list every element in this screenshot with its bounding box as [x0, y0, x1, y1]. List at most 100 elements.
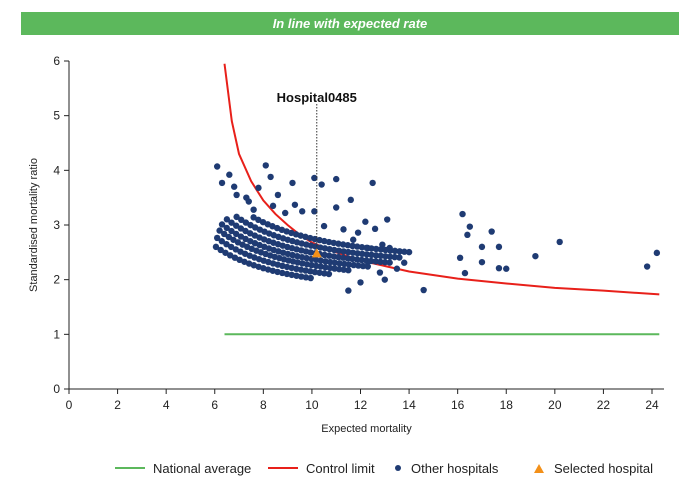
hospital-point — [384, 216, 391, 223]
hospital-point — [330, 239, 337, 247]
y-axis-label: Standardised mortality ratio — [28, 158, 40, 292]
hospital-point — [341, 260, 348, 268]
hospital-point — [362, 218, 369, 225]
hospital-point — [350, 261, 357, 269]
hospital-point — [283, 270, 291, 278]
hospital-point — [354, 250, 361, 257]
legend-label-control: Control limit — [306, 460, 375, 476]
hospital-point — [354, 229, 362, 236]
legend-label-national: National average — [153, 460, 252, 476]
hospital-point — [222, 249, 229, 256]
y-tick-label: 1 — [53, 327, 60, 341]
hospital-point — [321, 270, 328, 277]
hospital-point — [364, 263, 371, 270]
hospital-point — [322, 258, 329, 265]
y-tick-label: 4 — [53, 163, 60, 177]
hospital-point — [353, 256, 361, 263]
hospital-point — [232, 230, 240, 238]
hospital-point — [213, 234, 221, 242]
hospital-point — [340, 226, 347, 233]
legend-label-other: Other hospitals — [411, 460, 499, 476]
hospital-point — [318, 181, 325, 188]
hospital-point — [339, 241, 347, 248]
hospital-point — [349, 249, 357, 256]
hospital-point — [345, 248, 352, 256]
x-tick-label: 4 — [163, 398, 170, 412]
hospital-point — [478, 243, 486, 251]
hospital-point — [233, 213, 240, 221]
hospital-point — [363, 251, 371, 258]
hospital-point — [345, 267, 352, 274]
hospital-point — [405, 248, 413, 256]
hospital-point — [291, 201, 299, 208]
hospital-point — [218, 179, 226, 187]
hospital-point — [250, 206, 257, 213]
hospital-point — [274, 191, 282, 199]
hospital-point — [262, 162, 269, 169]
hospital-point — [381, 259, 389, 266]
hospital-point — [643, 263, 651, 270]
y-tick-label: 5 — [53, 109, 60, 123]
hospital-point — [401, 259, 408, 266]
x-tick-label: 16 — [451, 398, 465, 412]
legend-item-national[interactable]: National average — [115, 456, 251, 480]
hospital-point — [456, 254, 464, 261]
hospital-point — [335, 240, 342, 247]
hospital-point — [347, 196, 354, 204]
hospital-point — [363, 257, 370, 264]
hospital-point — [387, 247, 394, 254]
hospital-point — [354, 243, 361, 250]
hospital-point — [331, 259, 339, 266]
hospital-point — [311, 208, 318, 215]
x-tick-label: 20 — [548, 398, 562, 412]
hospital-point — [376, 269, 384, 276]
hospital-point — [344, 242, 352, 249]
hospital-point — [495, 243, 503, 251]
hospital-point — [368, 245, 375, 252]
hospital-point — [359, 262, 367, 270]
status-banner: In line with expected rate — [21, 12, 679, 35]
hospital-point — [488, 228, 495, 235]
hospital-point — [232, 222, 240, 229]
hospital-point — [269, 202, 277, 210]
hospital-point — [218, 238, 226, 245]
hospital-point — [503, 265, 510, 272]
y-tick-label: 0 — [53, 382, 60, 396]
hospital-point — [357, 279, 364, 286]
hospital-point — [401, 248, 408, 255]
hospital-point — [464, 231, 471, 239]
hospital-point — [372, 245, 380, 253]
hospital-point — [372, 252, 380, 259]
hospital-point — [478, 258, 486, 266]
hospital-point — [333, 204, 340, 211]
hospital-point — [420, 286, 427, 294]
hospital-point — [325, 270, 333, 278]
hospital-point — [371, 225, 379, 233]
hospital-point — [391, 247, 399, 255]
annotation-label: Hospital0485 — [277, 90, 357, 105]
x-tick-label: 0 — [66, 398, 73, 412]
hospital-point — [367, 257, 375, 265]
legend-item-control[interactable]: Control limit — [268, 456, 375, 480]
legend: National average Control limit Other hos… — [0, 456, 700, 480]
hospital-point — [345, 287, 352, 294]
x-tick-label: 2 — [114, 398, 121, 412]
x-axis-label: Expected mortality — [321, 423, 412, 435]
hospital-point — [223, 224, 230, 232]
legend-item-selected[interactable]: Selected hospital — [534, 456, 653, 480]
hospital-point — [223, 240, 230, 248]
hospital-point — [396, 248, 403, 255]
hospital-point — [212, 243, 220, 251]
legend-item-other[interactable]: Other hospitals — [395, 456, 498, 480]
hospital-point — [344, 255, 351, 262]
hospital-point — [350, 236, 357, 243]
hospital-point — [466, 223, 474, 230]
hospital-point — [288, 271, 295, 279]
hospital-point — [228, 227, 235, 235]
legend-label-selected: Selected hospital — [554, 460, 654, 476]
hospital-point — [459, 210, 466, 218]
hospital-point — [393, 265, 401, 272]
hospital-point — [238, 216, 245, 224]
hospital-point — [386, 253, 394, 260]
hospital-point — [307, 274, 314, 282]
